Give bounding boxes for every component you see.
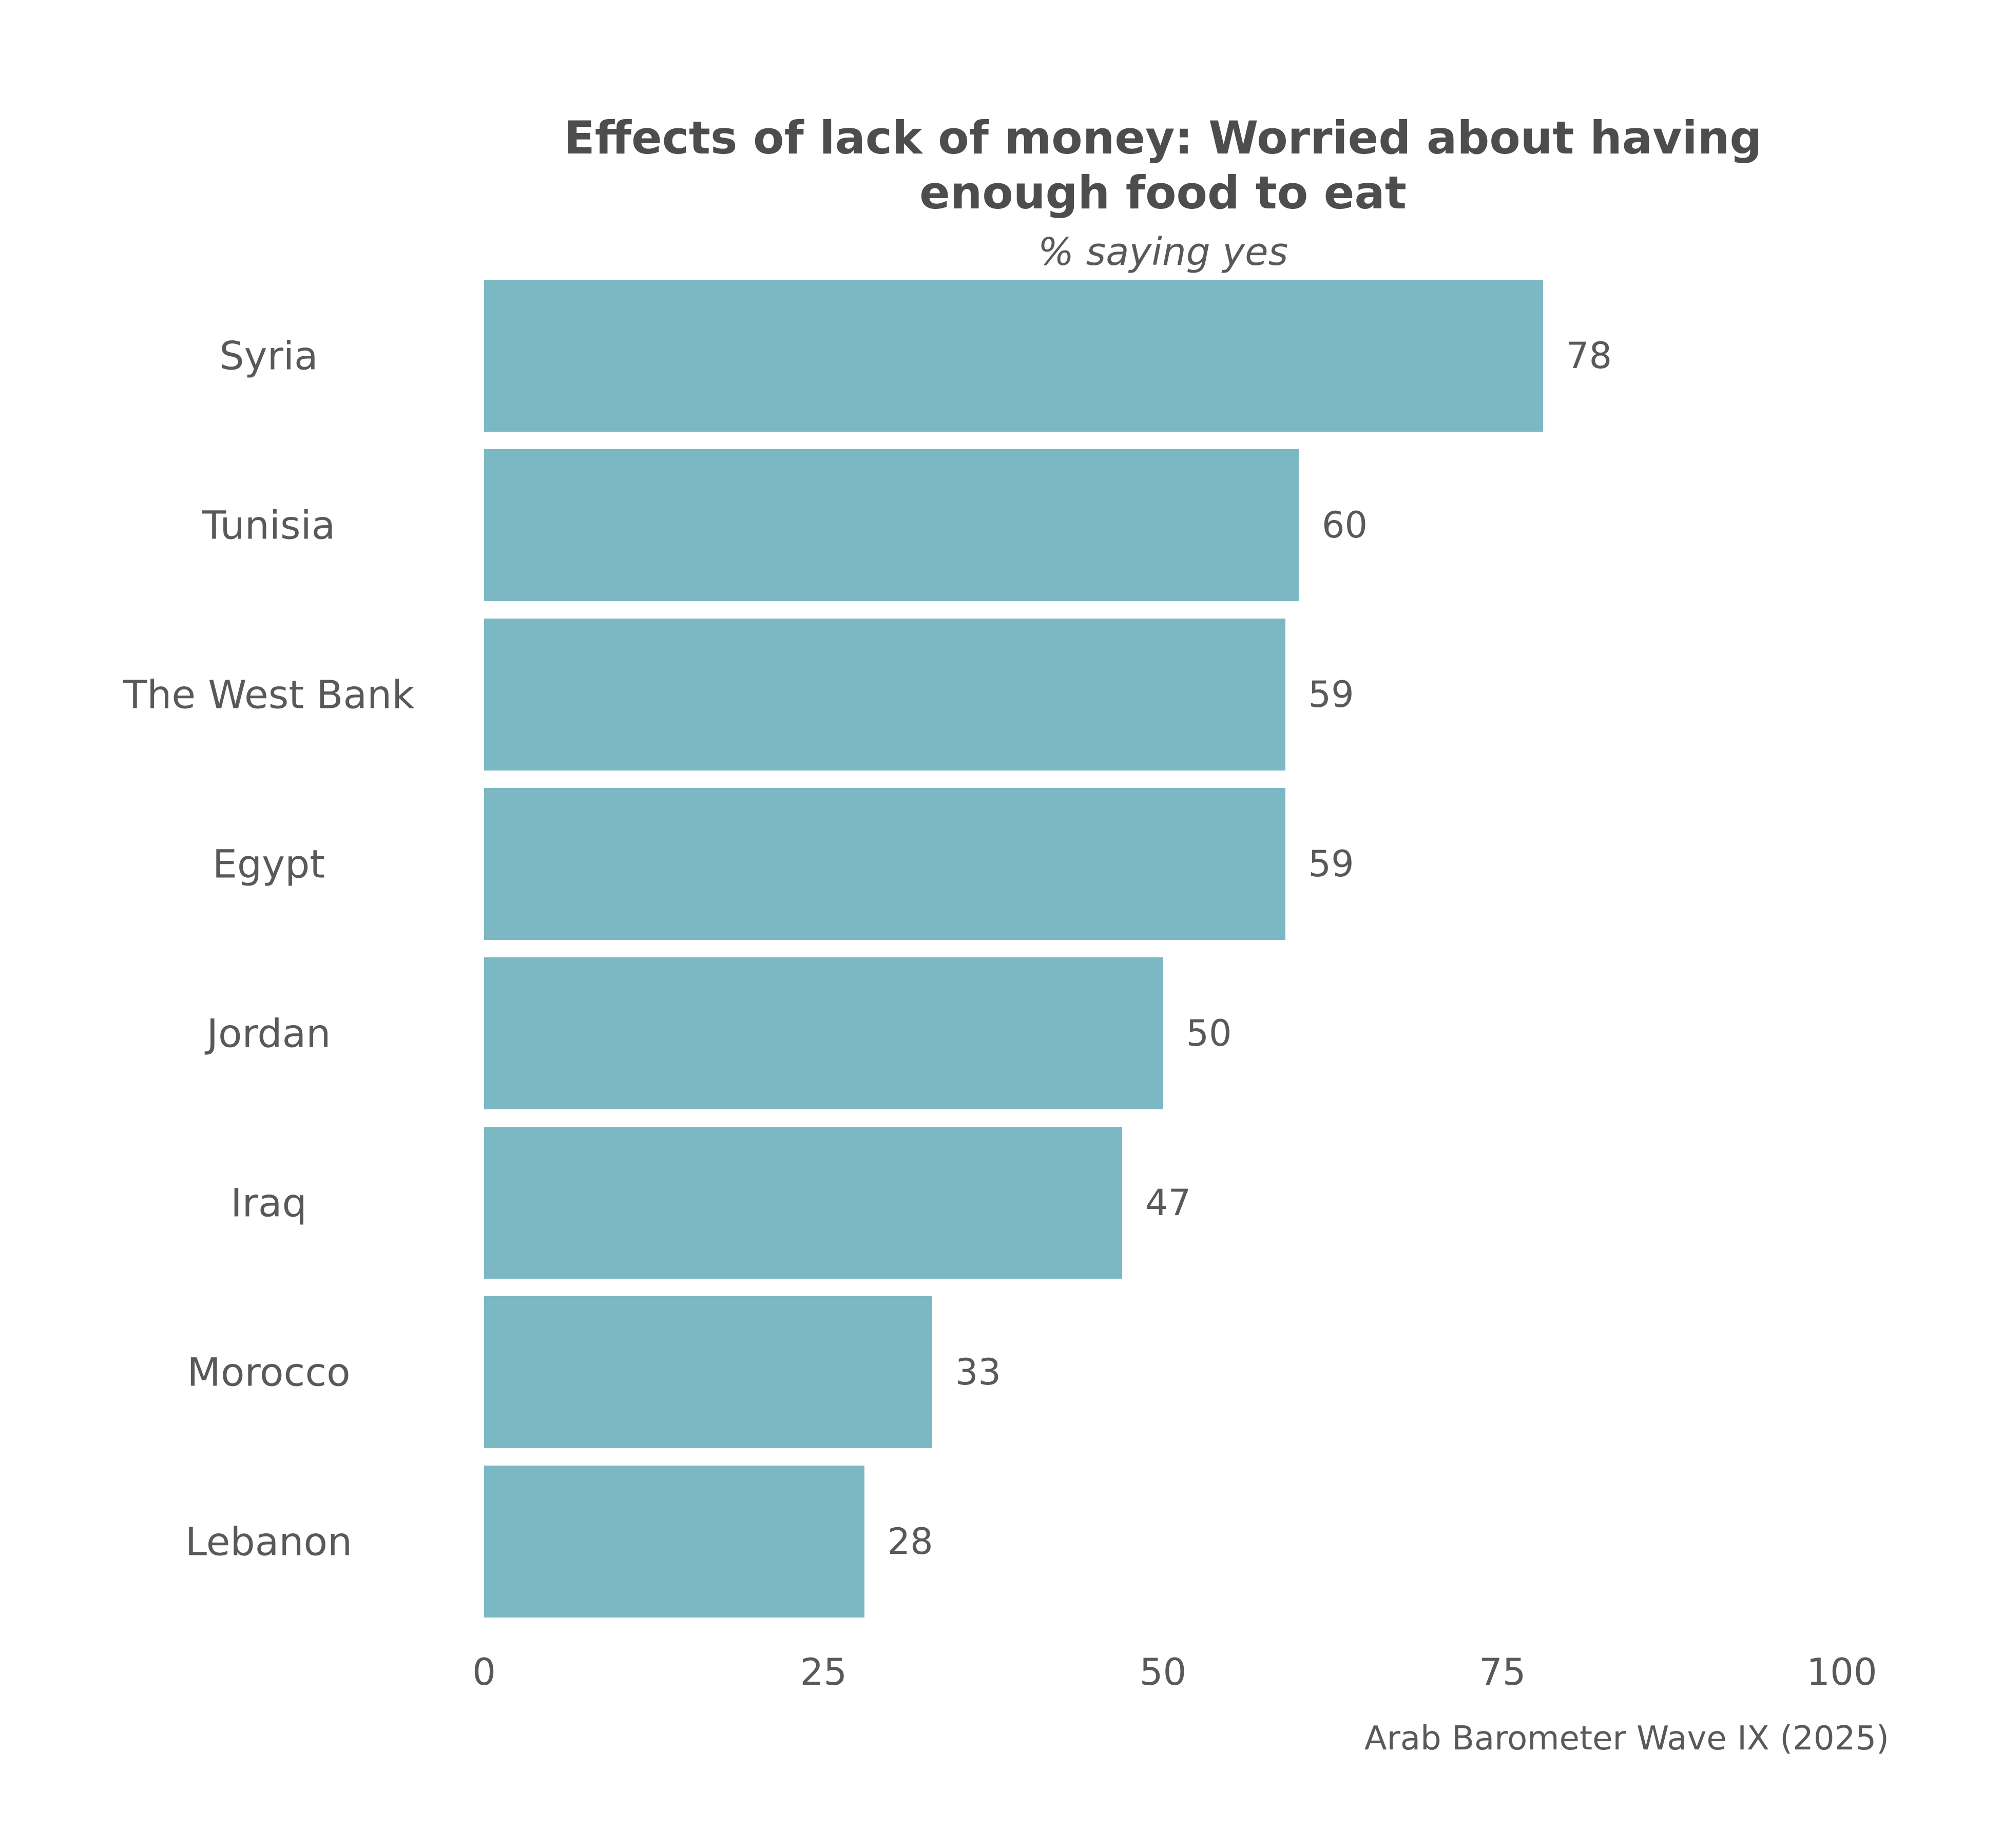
value-label: 78 xyxy=(1566,335,1612,377)
bar-row-jordan: Jordan 50 xyxy=(0,949,2002,1118)
category-label: Tunisia xyxy=(202,502,336,548)
bar-track: 59 xyxy=(484,779,1842,949)
bar-track: 28 xyxy=(484,1457,1842,1626)
bar xyxy=(484,1466,864,1618)
bar-track: 47 xyxy=(484,1118,1842,1287)
bar xyxy=(484,280,1544,432)
bar xyxy=(484,619,1285,771)
x-tick: 25 xyxy=(800,1650,848,1693)
bar-row-morocco: Morocco 33 xyxy=(0,1287,2002,1457)
value-label: 47 xyxy=(1145,1182,1191,1224)
bar-track: 33 xyxy=(484,1287,1842,1457)
x-tick: 75 xyxy=(1478,1650,1526,1693)
chart-title: Effects of lack of money: Worried about … xyxy=(564,111,1762,220)
category-label: Morocco xyxy=(187,1349,351,1395)
source-caption: Arab Barometer Wave IX (2025) xyxy=(1364,1720,1889,1758)
bar-track: 60 xyxy=(484,440,1842,610)
bar xyxy=(484,957,1163,1109)
category-label: Jordan xyxy=(206,1010,331,1056)
value-label: 28 xyxy=(887,1520,933,1563)
category-label: Egypt xyxy=(212,841,325,887)
bar-row-tunisia: Tunisia 60 xyxy=(0,440,2002,610)
bar-row-lebanon: Lebanon 28 xyxy=(0,1457,2002,1626)
bar xyxy=(484,1296,932,1448)
bar xyxy=(484,788,1285,940)
category-label: The West Bank xyxy=(123,671,415,718)
bar xyxy=(484,449,1299,601)
bar-row-west-bank: The West Bank 59 xyxy=(0,610,2002,779)
chart-subtitle: % saying yes xyxy=(1037,229,1288,274)
bar xyxy=(484,1127,1123,1279)
value-label: 59 xyxy=(1308,843,1354,885)
value-label: 33 xyxy=(955,1351,1001,1393)
bar-track: 59 xyxy=(484,610,1842,779)
x-tick: 0 xyxy=(472,1650,496,1693)
chart-header: Effects of lack of money: Worried about … xyxy=(484,110,1842,274)
category-label: Iraq xyxy=(230,1180,307,1226)
category-label: Syria xyxy=(219,333,318,379)
x-tick: 50 xyxy=(1139,1650,1187,1693)
x-tick: 100 xyxy=(1806,1650,1877,1693)
bar-track: 50 xyxy=(484,949,1842,1118)
value-label: 59 xyxy=(1308,673,1354,716)
value-label: 60 xyxy=(1322,504,1368,546)
value-label: 50 xyxy=(1186,1012,1232,1054)
bar-rows: Syria 78 Tunisia 60 The West Bank 59 Egy… xyxy=(0,271,2002,1626)
bar-row-egypt: Egypt 59 xyxy=(0,779,2002,949)
category-label: Lebanon xyxy=(185,1518,353,1565)
bar-row-iraq: Iraq 47 xyxy=(0,1118,2002,1287)
x-axis: 0 25 50 75 100 xyxy=(472,1650,1877,1702)
bar-row-syria: Syria 78 xyxy=(0,271,2002,440)
bar-track: 78 xyxy=(484,271,1842,440)
